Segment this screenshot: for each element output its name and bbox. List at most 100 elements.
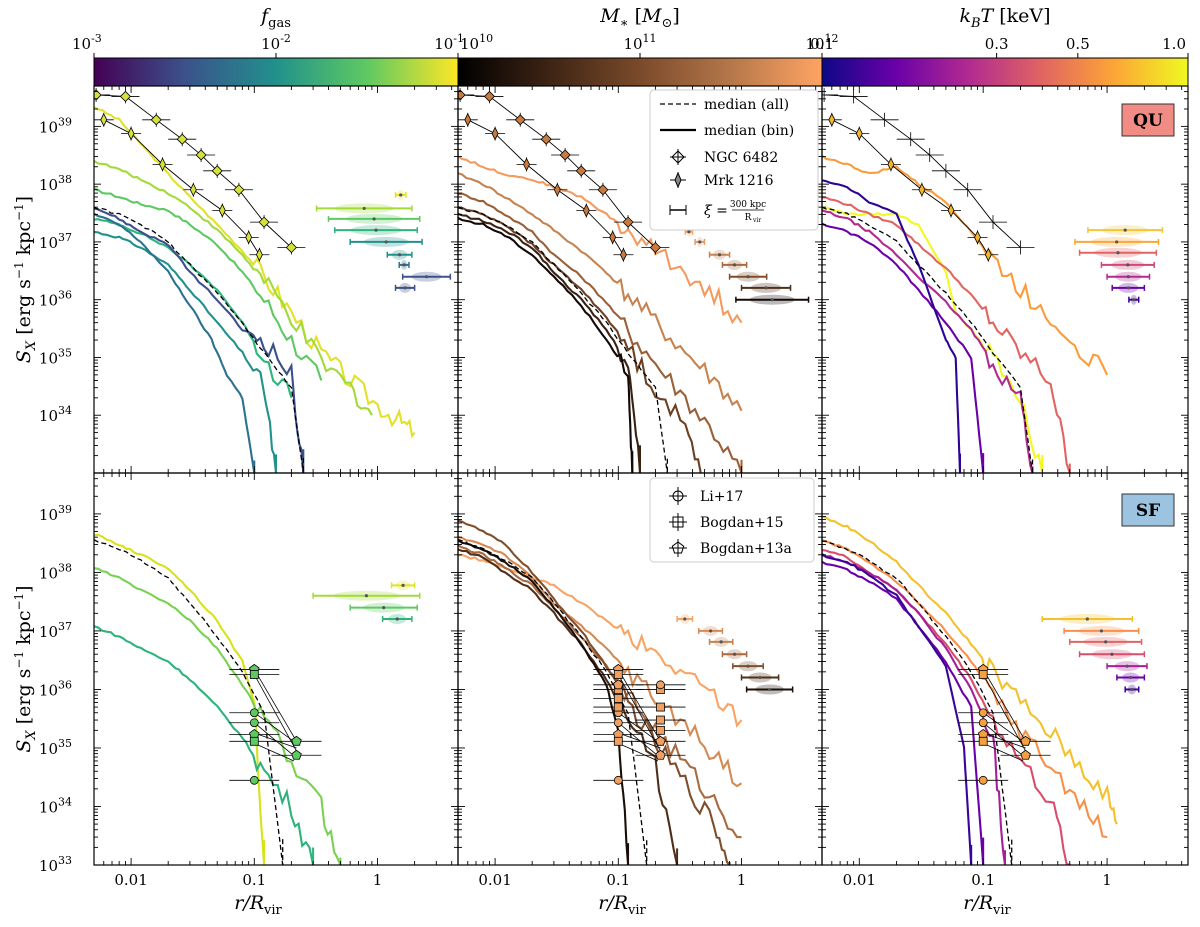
legend-label: Bogdan+13a	[700, 541, 792, 557]
xi-point	[683, 617, 687, 621]
x-tick-label: 0.1	[971, 871, 995, 889]
xi-point	[1125, 664, 1129, 668]
colorbar-1	[93, 57, 459, 87]
series-line	[94, 567, 342, 865]
x-axis-label: r/Rvir	[963, 892, 1011, 918]
series-line	[458, 539, 630, 865]
series-line	[822, 206, 1034, 473]
xi-point	[1123, 228, 1127, 232]
obs-connector	[254, 712, 297, 744]
legend-box	[649, 477, 815, 563]
bogdan13a-marker	[1020, 735, 1031, 746]
series-line	[822, 540, 1013, 865]
panel-SF-mstar	[458, 519, 794, 865]
xi-point	[397, 253, 402, 257]
legend-fraction-den: R	[745, 213, 752, 223]
series-line	[94, 187, 323, 381]
li17-marker	[978, 708, 988, 718]
mrk1216-marker	[218, 203, 226, 218]
legend-top: median (all) median (bin) NGC 6482 Mrk 1216…	[649, 89, 819, 231]
legend-square-icon	[672, 516, 684, 528]
series-line	[94, 206, 304, 473]
colorbar-tick-label: 0.1	[810, 35, 834, 53]
bogdan13a-marker	[1020, 749, 1031, 760]
mrk1216-marker	[619, 247, 627, 262]
series-line	[94, 625, 315, 865]
ngc6482-marker	[150, 114, 162, 126]
y-tick-label: 1039	[39, 115, 72, 136]
legend-label: median (all)	[704, 97, 789, 113]
mrk1216-marker	[582, 203, 590, 218]
y-axis-label: SX [erg s−1 kpc−1]	[12, 196, 39, 363]
bogdan15-marker	[613, 694, 623, 703]
series-line	[94, 106, 416, 439]
mrk1216-marker	[189, 182, 197, 197]
obs-connector	[254, 742, 295, 762]
bogdan15-marker	[656, 715, 665, 725]
obs-connector	[617, 674, 664, 756]
xi-point	[399, 193, 403, 197]
series-line	[822, 549, 1071, 865]
x-tick-label: 0.1	[606, 871, 630, 889]
li17-marker	[613, 775, 623, 785]
series-line	[822, 538, 1108, 839]
legend-fraction-num: 300 kpc	[730, 200, 766, 210]
xi-point	[362, 206, 366, 211]
obs-connector	[618, 712, 661, 744]
xi-point	[382, 606, 386, 610]
colorbar-tick-label: 0.5	[1066, 35, 1090, 53]
xi-point	[746, 275, 750, 279]
x-tick-label: 1	[1102, 871, 1112, 889]
y-tick-label: 1037	[39, 620, 72, 641]
series-line	[822, 155, 1109, 376]
xi-point	[768, 687, 772, 692]
xi-point	[1126, 263, 1130, 267]
mrk1216-marker	[828, 112, 836, 127]
xi-point	[732, 263, 737, 267]
obs-connector	[618, 722, 656, 754]
bogdan15-marker	[613, 736, 623, 746]
series-line	[822, 206, 1044, 473]
series-line	[458, 548, 679, 865]
panel-SF-kT	[822, 515, 1148, 865]
obs-connector	[982, 669, 1026, 742]
xi-point	[1129, 675, 1133, 680]
colorbar-tick-label: 1.0	[1162, 35, 1186, 53]
ngc6482-marker	[514, 114, 526, 126]
mrk1216-marker	[553, 182, 561, 197]
obs-connector	[983, 742, 1024, 762]
xi-point	[719, 640, 723, 644]
series-line	[458, 519, 731, 865]
x-tick-label: 0.01	[114, 871, 147, 889]
li17-marker	[249, 775, 259, 785]
series-line	[458, 212, 642, 473]
mrk1216-marker	[974, 230, 981, 245]
xi-point	[403, 286, 407, 290]
legend-label: Mrk 1216	[704, 173, 774, 189]
colorbar-2	[457, 57, 823, 87]
bogdan13a-marker	[655, 735, 666, 746]
x-tick-label: 1	[373, 871, 383, 889]
bogdan15-marker	[978, 736, 988, 746]
series-line	[458, 172, 743, 412]
xi-point	[374, 228, 378, 232]
y-axis-label: SX [erg s−1 kpc−1]	[12, 585, 39, 752]
ngc6482-marker	[597, 184, 609, 196]
bogdan13a-marker	[291, 735, 302, 746]
series-line	[822, 222, 985, 473]
xi-point	[1115, 240, 1119, 244]
y-tick-label: 1033	[39, 854, 72, 875]
x-tick-label: 0.1	[242, 871, 266, 889]
obs-connector	[618, 742, 659, 762]
ngc6482-marker	[622, 216, 634, 228]
ngc6482-marker	[233, 184, 245, 196]
x-tick-label: 0.01	[478, 871, 511, 889]
xi-point	[698, 240, 702, 244]
mrk1216-marker	[918, 182, 926, 197]
row-tag-box	[1121, 493, 1175, 527]
series-line	[458, 536, 743, 788]
legend-label: NGC 6482	[704, 150, 778, 166]
colorbar-tick-label: 1010	[460, 32, 493, 53]
bogdan15-marker	[249, 670, 259, 679]
legend-pentagon-icon	[671, 541, 685, 554]
